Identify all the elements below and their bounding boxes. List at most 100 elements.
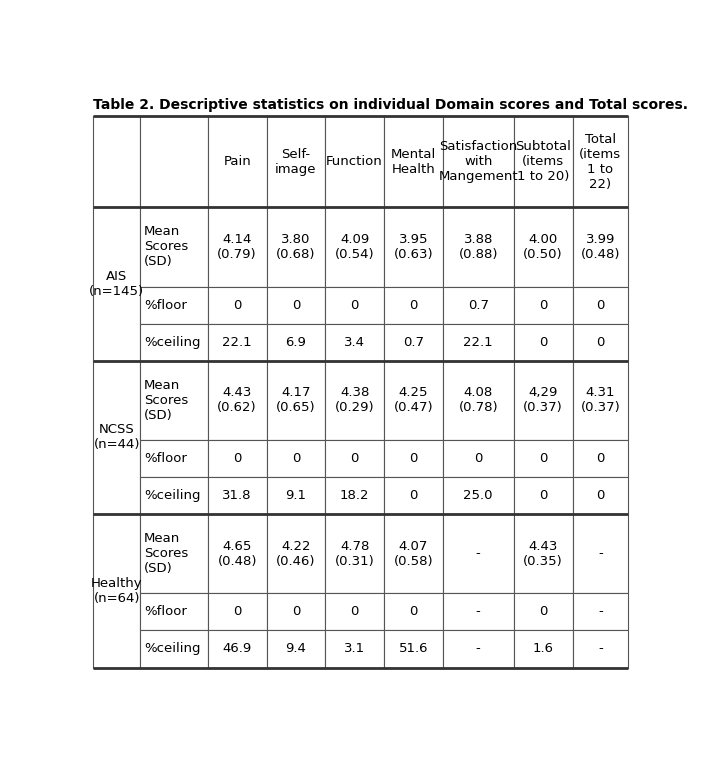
Text: 4.25
(0.47): 4.25 (0.47) bbox=[394, 387, 433, 414]
Bar bbox=[514, 440, 572, 477]
Bar bbox=[384, 594, 443, 631]
Text: %ceiling: %ceiling bbox=[144, 642, 201, 655]
Bar bbox=[325, 207, 384, 286]
Text: 0: 0 bbox=[539, 605, 547, 618]
Bar bbox=[514, 477, 572, 514]
Bar bbox=[443, 440, 514, 477]
Text: 0: 0 bbox=[539, 489, 547, 502]
Bar bbox=[208, 440, 267, 477]
Text: 0.7: 0.7 bbox=[467, 299, 489, 312]
Bar bbox=[140, 440, 208, 477]
Bar bbox=[325, 116, 384, 207]
Bar bbox=[208, 477, 267, 514]
Bar bbox=[572, 477, 628, 514]
Bar bbox=[267, 631, 325, 668]
Bar bbox=[94, 360, 140, 514]
Text: 0: 0 bbox=[291, 299, 300, 312]
Text: 0: 0 bbox=[409, 489, 417, 502]
Text: 4.14
(0.79): 4.14 (0.79) bbox=[218, 233, 257, 261]
Bar bbox=[384, 116, 443, 207]
Bar bbox=[208, 631, 267, 668]
Bar bbox=[325, 440, 384, 477]
Bar bbox=[267, 207, 325, 286]
Bar bbox=[140, 631, 208, 668]
Bar bbox=[267, 440, 325, 477]
Bar bbox=[267, 514, 325, 594]
Bar bbox=[572, 286, 628, 323]
Bar bbox=[384, 360, 443, 440]
Text: 0: 0 bbox=[291, 452, 300, 465]
Text: Mean
Scores
(SD): Mean Scores (SD) bbox=[144, 379, 189, 422]
Text: 3.95
(0.63): 3.95 (0.63) bbox=[394, 233, 433, 261]
Text: Healthy
(n=64): Healthy (n=64) bbox=[91, 577, 142, 604]
Text: 1.6: 1.6 bbox=[533, 642, 553, 655]
Text: 25.0: 25.0 bbox=[463, 489, 493, 502]
Bar bbox=[443, 116, 514, 207]
Bar bbox=[208, 594, 267, 631]
Bar bbox=[208, 360, 267, 440]
Bar bbox=[325, 594, 384, 631]
Text: %floor: %floor bbox=[144, 452, 187, 465]
Text: Mean
Scores
(SD): Mean Scores (SD) bbox=[144, 226, 189, 269]
Bar bbox=[140, 286, 208, 323]
Text: 4.38
(0.29): 4.38 (0.29) bbox=[335, 387, 375, 414]
Bar bbox=[572, 514, 628, 594]
Bar bbox=[140, 116, 208, 207]
Bar bbox=[384, 323, 443, 360]
Text: 3.80
(0.68): 3.80 (0.68) bbox=[276, 233, 315, 261]
Bar bbox=[514, 323, 572, 360]
Bar bbox=[384, 631, 443, 668]
Text: 22.1: 22.1 bbox=[463, 336, 493, 349]
Bar bbox=[384, 440, 443, 477]
Text: 9.4: 9.4 bbox=[285, 642, 306, 655]
Bar bbox=[514, 360, 572, 440]
Text: Table 2. Descriptive statistics on individual Domain scores and Total scores.: Table 2. Descriptive statistics on indiv… bbox=[94, 99, 689, 112]
Bar bbox=[267, 116, 325, 207]
Text: %ceiling: %ceiling bbox=[144, 336, 201, 349]
Bar bbox=[514, 116, 572, 207]
Bar bbox=[267, 360, 325, 440]
Text: 4.22
(0.46): 4.22 (0.46) bbox=[276, 540, 315, 567]
Bar bbox=[208, 116, 267, 207]
Text: 4.43
(0.62): 4.43 (0.62) bbox=[218, 387, 257, 414]
Bar bbox=[325, 514, 384, 594]
Text: 18.2: 18.2 bbox=[340, 489, 370, 502]
Text: %ceiling: %ceiling bbox=[144, 489, 201, 502]
Bar bbox=[572, 594, 628, 631]
Bar bbox=[572, 360, 628, 440]
Text: 46.9: 46.9 bbox=[222, 642, 252, 655]
Text: 3.99
(0.48): 3.99 (0.48) bbox=[581, 233, 620, 261]
Text: 6.9: 6.9 bbox=[285, 336, 306, 349]
Bar bbox=[140, 594, 208, 631]
Text: 0: 0 bbox=[233, 452, 241, 465]
Bar bbox=[140, 323, 208, 360]
Text: AIS
(n=145): AIS (n=145) bbox=[89, 270, 144, 298]
Text: -: - bbox=[476, 547, 481, 561]
Bar bbox=[514, 514, 572, 594]
Text: -: - bbox=[476, 642, 481, 655]
Text: 4.43
(0.35): 4.43 (0.35) bbox=[523, 540, 563, 567]
Bar bbox=[325, 360, 384, 440]
Text: Pain: Pain bbox=[223, 156, 251, 168]
Text: 3.88
(0.88): 3.88 (0.88) bbox=[458, 233, 498, 261]
Text: 0: 0 bbox=[351, 452, 359, 465]
Bar bbox=[572, 440, 628, 477]
Bar bbox=[572, 323, 628, 360]
Bar bbox=[572, 207, 628, 286]
Bar bbox=[267, 477, 325, 514]
Text: 0: 0 bbox=[291, 605, 300, 618]
Text: 0: 0 bbox=[351, 299, 359, 312]
Bar bbox=[443, 631, 514, 668]
Bar bbox=[94, 514, 140, 668]
Text: 0: 0 bbox=[409, 605, 417, 618]
Text: -: - bbox=[598, 642, 603, 655]
Text: Mental
Health: Mental Health bbox=[391, 148, 436, 176]
Bar bbox=[443, 514, 514, 594]
Text: 0: 0 bbox=[539, 299, 547, 312]
Bar bbox=[325, 323, 384, 360]
Text: 0: 0 bbox=[596, 489, 605, 502]
Bar bbox=[443, 477, 514, 514]
Text: 4,29
(0.37): 4,29 (0.37) bbox=[523, 387, 563, 414]
Text: Total
(items
1 to
22): Total (items 1 to 22) bbox=[579, 132, 622, 191]
Bar bbox=[140, 514, 208, 594]
